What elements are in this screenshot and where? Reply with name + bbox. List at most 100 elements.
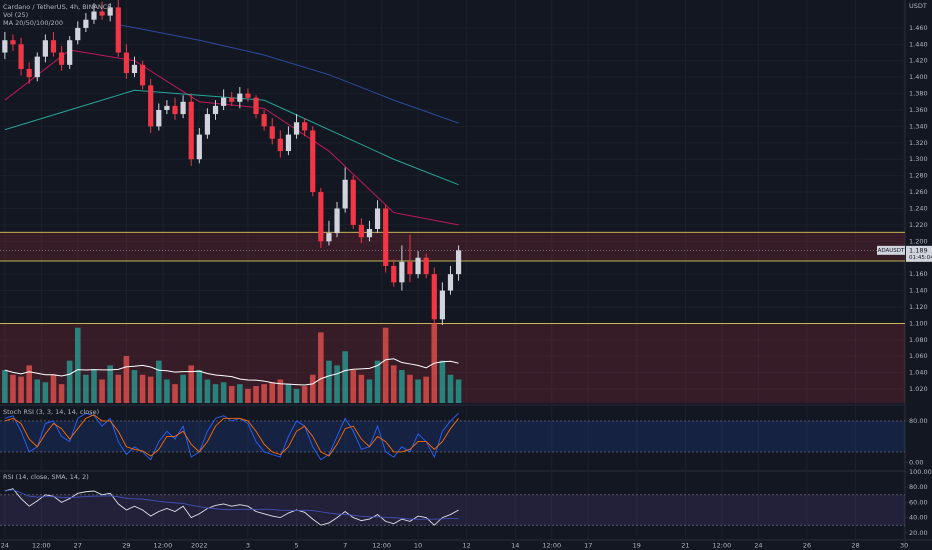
candle-body [415, 257, 421, 275]
candle-body [2, 40, 8, 53]
candle-body [50, 40, 57, 53]
x-tick-label: 12 [463, 542, 471, 550]
volume-bar [50, 374, 57, 403]
candle-body [374, 208, 381, 229]
candle-body [196, 134, 202, 160]
candle-body [302, 122, 308, 131]
y-tick-label: 1.380 [909, 90, 928, 98]
volume-bar [245, 388, 251, 403]
x-tick-label: 24 [1, 542, 9, 550]
volume-bar [34, 379, 41, 403]
price-tag-text: 1.189 [909, 246, 928, 254]
y-tick-label: 1.400 [909, 73, 928, 81]
indicator-legend: MA 20/50/100/200 [3, 19, 63, 27]
volume-bar [237, 384, 243, 403]
y-tick-label: 1.260 [909, 188, 928, 196]
candle-body [350, 179, 356, 225]
y-tick-label: 1.440 [909, 40, 928, 48]
y-tick-label: 0.00 [909, 458, 923, 466]
candle-body [334, 208, 340, 234]
candle-body [34, 56, 40, 78]
volume-bar [447, 374, 454, 403]
candle-body [131, 64, 138, 74]
candle-body [83, 19, 89, 28]
candle-body [261, 114, 267, 127]
volume-bar [91, 370, 97, 403]
symbol-tag [877, 245, 905, 255]
y-tick-label: 1.460 [909, 24, 928, 32]
volume-bar [172, 384, 178, 403]
volume-bar [212, 384, 219, 403]
y-tick-label: 1.060 [909, 352, 928, 360]
volume-bar [455, 379, 462, 403]
candle-body [366, 228, 373, 238]
candle-body [139, 64, 146, 86]
volume-bar [374, 360, 381, 403]
candle-body [269, 126, 275, 139]
y-tick-label: 1.100 [909, 319, 928, 327]
volume-bar [58, 384, 65, 403]
candle-body [455, 250, 462, 275]
volume-bar [261, 384, 267, 403]
x-tick-label: 26 [803, 542, 811, 550]
volume-bar [156, 360, 162, 403]
candle-body [212, 105, 219, 115]
candle-body [407, 261, 413, 275]
x-tick-label: 28 [851, 542, 859, 550]
volume-bar [74, 327, 81, 403]
volume-bar [350, 370, 357, 403]
volume-bar [26, 365, 32, 403]
candle-body [99, 11, 105, 16]
volume-bar [228, 386, 235, 403]
volume-bar [2, 370, 8, 403]
candle-body [107, 7, 113, 16]
volume-bar [285, 384, 292, 403]
axis-label: USDT [909, 2, 927, 10]
candle-body [447, 274, 454, 291]
candle-body [18, 44, 24, 69]
candle-body [285, 134, 292, 152]
y-tick-label: 80.00 [909, 417, 928, 425]
volume-bar [318, 332, 324, 403]
volume-bar [115, 374, 122, 403]
volume-bar [10, 374, 16, 403]
volume-bar [164, 379, 170, 403]
pane-title: Stoch RSI (3, 3, 14, 14, close) [3, 408, 99, 416]
x-tick-label: 17 [584, 542, 592, 550]
candle-body [180, 101, 186, 115]
volume-bar [309, 374, 316, 403]
y-tick-label: 1.240 [909, 204, 928, 212]
candle-body [58, 52, 65, 65]
x-tick-label: 3 [246, 542, 250, 550]
candle-body [245, 93, 251, 98]
y-tick-label: 40.00 [909, 514, 928, 522]
candle-body [204, 114, 211, 135]
indicator-line [4, 414, 459, 457]
candle-body [42, 40, 48, 57]
volume-bar [220, 382, 227, 403]
candle-body [148, 85, 154, 127]
y-tick-label: 1.120 [909, 303, 928, 311]
x-tick-label: 10 [414, 542, 422, 550]
volume-bar [269, 382, 276, 403]
price-tag [906, 245, 932, 262]
volume-bar [107, 365, 113, 403]
y-tick-label: 1.080 [909, 336, 928, 344]
x-tick-label: 14 [511, 542, 519, 550]
candle-body [253, 97, 259, 115]
candle-body [431, 274, 437, 320]
x-tick-label: 12:00 [32, 542, 51, 550]
y-tick-label: 1.280 [909, 172, 928, 180]
candle-body [221, 97, 227, 106]
x-tick-label: 7 [343, 542, 347, 550]
y-tick-label: 1.020 [909, 385, 928, 393]
candle-body [26, 68, 32, 78]
x-tick-label: 12:00 [542, 542, 561, 550]
volume-bar [139, 374, 146, 403]
volume-bar [99, 379, 105, 403]
candle-body [399, 261, 405, 283]
x-tick-label: 12:00 [153, 542, 172, 550]
x-tick-label: 5 [294, 542, 298, 550]
volume-bar [366, 379, 373, 403]
